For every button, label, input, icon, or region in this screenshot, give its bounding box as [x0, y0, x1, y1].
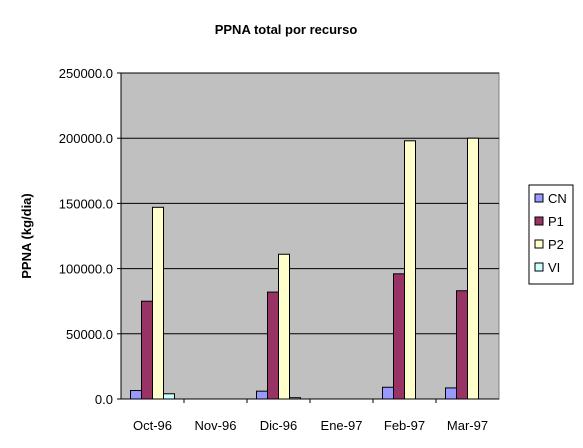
legend-swatch-vi — [534, 262, 544, 272]
y-tick-label: 50000.0 — [66, 327, 113, 342]
bar-vi-oct-96 — [163, 393, 175, 400]
y-axis-label: PPNA (kg/dia) — [19, 193, 34, 278]
bar-p2-dic-96 — [278, 253, 290, 400]
x-tick-label: Dic-96 — [260, 418, 298, 433]
bar-p2-mar-97 — [467, 137, 479, 400]
legend-swatch-p1 — [534, 216, 544, 226]
y-tick-label: 0.0 — [95, 392, 113, 407]
bar-cn-mar-97 — [445, 387, 457, 400]
y-tick-labels: 0.0 50000.0 100000.0 150000.0 200000.0 250000… — [59, 66, 121, 407]
gridlines — [121, 72, 499, 335]
bar-p1-dic-96 — [267, 291, 279, 400]
legend-swatch-cn — [534, 193, 544, 203]
bar-cn-dic-96 — [256, 390, 268, 400]
bars — [130, 137, 479, 400]
bar-p2-oct-96 — [152, 206, 164, 400]
legend-label-vi: VI — [548, 260, 560, 275]
bar-p1-mar-97 — [456, 290, 468, 400]
x-tick-label: Feb-97 — [384, 418, 425, 433]
plot-area — [120, 72, 500, 400]
bar-p1-feb-97 — [393, 273, 405, 400]
legend-label-cn: CN — [548, 191, 567, 206]
legend-swatch-p2 — [534, 239, 544, 249]
legend-label-p1: P1 — [548, 214, 564, 229]
x-tick-label: Oct-96 — [133, 418, 172, 433]
legend-label-p2: P2 — [548, 237, 564, 252]
x-tick-label: Nov-96 — [195, 418, 237, 433]
legend: CN P1 P2 VI — [534, 191, 567, 275]
bar-p2-feb-97 — [404, 140, 416, 400]
bar-cn-oct-96 — [130, 390, 142, 400]
x-tick-label: Ene-97 — [321, 418, 363, 433]
bar-cn-feb-97 — [382, 386, 394, 400]
y-tick-label: 250000.0 — [59, 66, 113, 81]
y-tick-label: 100000.0 — [59, 262, 113, 277]
x-tick-label: Mar-97 — [447, 418, 488, 433]
x-tick-labels: Oct-96 Nov-96 Dic-96 Ene-97 Feb-97 Mar-97 — [133, 399, 488, 433]
chart-title: PPNA total por recurso — [215, 22, 358, 37]
y-tick-label: 200000.0 — [59, 131, 113, 146]
bar-p1-oct-96 — [141, 300, 153, 400]
y-tick-label: 150000.0 — [59, 196, 113, 211]
